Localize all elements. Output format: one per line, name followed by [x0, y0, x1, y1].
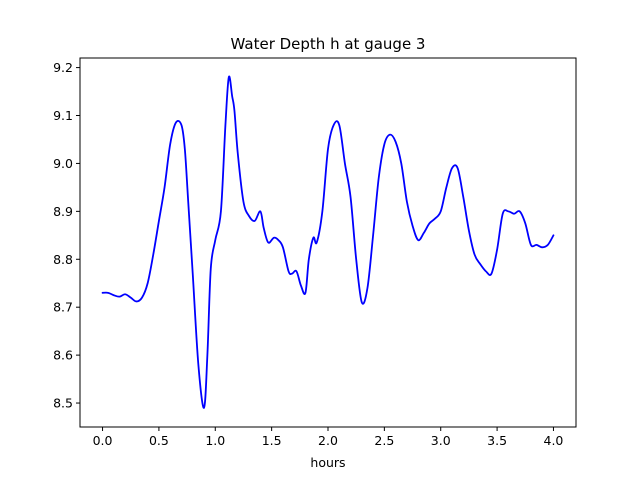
series-line-0	[101, 75, 555, 409]
x-axis: 0.0 0.5 1.0 1.5 2.0 2.5 3.0 3.5 4.0	[93, 427, 564, 448]
x-tick-label: 2.5	[374, 433, 394, 448]
x-tick-label: 0.0	[93, 433, 113, 448]
x-tick-label: 3.0	[431, 433, 451, 448]
y-axis: 8.5 8.6 8.7 8.8 8.9 9.0 9.1 9.2	[53, 60, 80, 411]
x-tick-label: 1.5	[262, 433, 282, 448]
y-tick-label: 9.2	[53, 60, 73, 75]
y-tick-label: 8.7	[53, 300, 73, 315]
x-tick-label: 4.0	[544, 433, 564, 448]
x-tick-label: 0.5	[149, 433, 169, 448]
x-tick-label: 1.0	[205, 433, 225, 448]
x-tick-label: 2.0	[318, 433, 338, 448]
chart-title: Water Depth h at gauge 3	[231, 35, 426, 53]
y-tick-label: 9.0	[53, 156, 73, 171]
y-tick-label: 8.9	[53, 204, 73, 219]
plot-area	[101, 75, 555, 409]
plot-frame	[79, 57, 577, 428]
y-tick-label: 8.5	[53, 396, 73, 411]
y-tick-label: 9.1	[53, 108, 73, 123]
y-tick-label: 8.6	[53, 348, 73, 363]
x-axis-label: hours	[310, 455, 345, 470]
y-tick-label: 8.8	[53, 252, 73, 267]
x-tick-label: 3.5	[487, 433, 507, 448]
